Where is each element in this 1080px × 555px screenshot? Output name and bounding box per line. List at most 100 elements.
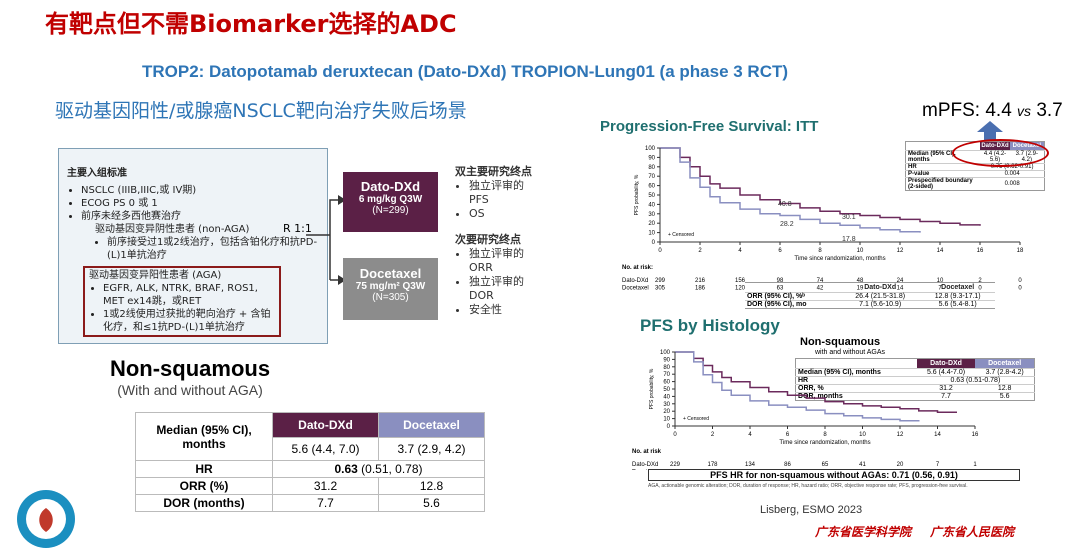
- x-tick-label: 6: [786, 432, 790, 438]
- risk-count: 305: [655, 286, 666, 291]
- hr-note: PFS HR for non-squamous without AGAs: 0.…: [648, 469, 1020, 481]
- cell: 7.7: [916, 392, 976, 401]
- row-label: HR: [135, 460, 273, 478]
- y-axis-label: PFS probability, %: [649, 368, 655, 409]
- header-row: Dato-DXd Docetaxel: [745, 283, 995, 293]
- mpfs-vs: vs: [1017, 103, 1032, 119]
- x-tick-label: 18: [1017, 248, 1024, 254]
- y-tick-label: 90: [648, 155, 655, 161]
- column-header: Docetaxel: [941, 284, 975, 291]
- row: ORR (95% CI), %ᵇ 26.4 (21.5-31.8) 12.8 (9.…: [745, 292, 995, 301]
- column-header: Dato-DXd: [864, 284, 897, 291]
- risk-count: 10: [937, 278, 944, 284]
- risk-count: 20: [897, 462, 904, 468]
- row-label: HR: [905, 163, 981, 171]
- histology-summary: Dato-DXd Docetaxel Median (95% CI), months…: [795, 358, 1035, 401]
- risk-title: No. at risk: [632, 449, 662, 455]
- risk-count: 24: [897, 278, 904, 284]
- row: DOR, months 7.7 5.6: [795, 392, 1035, 401]
- header-row: Dato-DXd Docetaxel: [796, 358, 1035, 369]
- risk-count: 229: [670, 462, 681, 468]
- arm-name: Dato-DXd: [360, 179, 421, 194]
- row-label: DOR, months: [795, 392, 917, 401]
- x-tick-label: 16: [977, 248, 984, 254]
- risk-count: 0: [1018, 278, 1022, 284]
- row-label: HR: [795, 376, 917, 385]
- x-tick-label: 14: [937, 248, 944, 254]
- risk-count: 19: [857, 286, 864, 291]
- risk-count: 65: [822, 462, 829, 468]
- cell: 0.008: [980, 177, 1045, 191]
- arm-name: Docetaxel: [359, 266, 422, 281]
- spacer: [745, 283, 840, 293]
- column-header: Dato-DXd: [272, 412, 379, 438]
- nonsq-table: Median (95% CI), months Dato-DXd Docetax…: [135, 412, 485, 512]
- cell: 12.8: [975, 384, 1035, 393]
- cell: 12.8 (9.3-17.1): [920, 292, 995, 301]
- row-label: ORR (%): [135, 477, 273, 495]
- setting: 驱动基因阳性/或腺癌NSCLC靶向治疗失败后场景: [55, 100, 467, 122]
- risk-count: 41: [859, 462, 866, 468]
- arm-n: (N=305): [372, 292, 409, 303]
- y-tick-label: 70: [663, 372, 670, 378]
- cell: 0.63 (0.51, 0.78): [272, 460, 485, 478]
- row-label: Prespecified boundary (2-sided): [905, 177, 981, 191]
- arm-dose: 75 mg/m² Q3W: [355, 281, 426, 292]
- endpoint: 独立评审的ORR: [469, 247, 535, 275]
- risk-count: 63: [777, 286, 784, 291]
- y-tick-label: 90: [663, 357, 670, 363]
- y-tick-label: 80: [663, 365, 670, 371]
- column-header: Docetaxel: [378, 412, 485, 438]
- cell: 26.4 (21.5-31.8): [839, 292, 921, 301]
- hr-ci: (0.51, 0.78): [361, 462, 423, 476]
- cell: 5.6 (5.4-8.1): [920, 300, 995, 309]
- endpoint: 独立评审的PFS: [469, 179, 535, 207]
- citation: Lisberg, ESMO 2023: [760, 504, 863, 516]
- x-tick-label: 12: [897, 248, 904, 254]
- risk-label: Docetaxel: [632, 470, 659, 471]
- risk-count: 98: [777, 278, 784, 284]
- arm-dose: 6 mg/kg Q3W: [358, 194, 423, 205]
- annotation: 40.8: [778, 201, 792, 208]
- x-axis-label: Time since randomization, months: [794, 256, 885, 262]
- itt-title: Progression-Free Survival: ITT: [600, 118, 819, 135]
- cell: 3.7 (2.8-4.2): [975, 368, 1035, 377]
- column-header: Dato-DXd: [916, 358, 976, 369]
- km-curve: [660, 148, 920, 233]
- arm-box: Dato-DXd 6 mg/kg Q3W (N=299): [343, 172, 438, 232]
- org: 广东省医学科学院: [815, 525, 912, 539]
- response-table: Dato-DXd Docetaxel ORR (95% CI), %ᵇ 26.4 (2…: [745, 282, 995, 309]
- cell: 31.2: [272, 477, 379, 495]
- criteria-list: NSCLC (IIIB,IIIC,或 IV期) ECOG PS 0 或 1 前序…: [67, 184, 321, 223]
- x-tick-label: 4: [738, 248, 742, 254]
- annotation: 28.2: [780, 221, 794, 228]
- x-tick-label: 2: [711, 432, 715, 438]
- row: Prespecified boundary (2-sided) 0.008: [905, 177, 1045, 191]
- highlight-ellipse: [952, 139, 1049, 167]
- risk-count: 42: [817, 286, 824, 291]
- y-tick-label: 20: [648, 221, 655, 227]
- table-corner: Median (95% CI), months: [135, 412, 273, 461]
- histology-title: PFS by Histology: [640, 316, 780, 335]
- non-aga-label: 驱动基因变异阴性患者 (non-AGA): [95, 224, 250, 235]
- y-axis-label: PFS probability, %: [634, 174, 640, 215]
- arm-box: Docetaxel 75 mg/m² Q3W (N=305): [343, 258, 438, 320]
- y-tick-label: 60: [648, 184, 655, 190]
- risk-count: 120: [735, 286, 746, 291]
- y-tick-label: 50: [648, 193, 655, 199]
- x-axis-label: Time since randomization, months: [779, 440, 870, 446]
- x-tick-label: 0: [673, 432, 677, 438]
- row: DOR (95% CI), mo 7.1 (5.6-10.9) 5.6 (5.4-8…: [745, 300, 995, 309]
- cell: 3.7 (2.9, 4.2): [378, 437, 485, 461]
- mpfs: mPFS: 4.4 vs 3.7: [922, 100, 1063, 122]
- criteria-item: 前序未经多西他赛治疗: [81, 210, 321, 223]
- legend: + Censored: [683, 416, 709, 422]
- risk-label: Dato-DXd: [632, 462, 658, 468]
- group-title: Non-squamous: [800, 336, 881, 348]
- risk-count: 178: [707, 462, 718, 468]
- subtitle: TROP2: Datopotamab deruxtecan (Dato-DXd)…: [141, 62, 789, 81]
- y-tick-label: 80: [648, 165, 655, 171]
- y-tick-label: 50: [663, 387, 670, 393]
- y-tick-label: 70: [648, 174, 655, 180]
